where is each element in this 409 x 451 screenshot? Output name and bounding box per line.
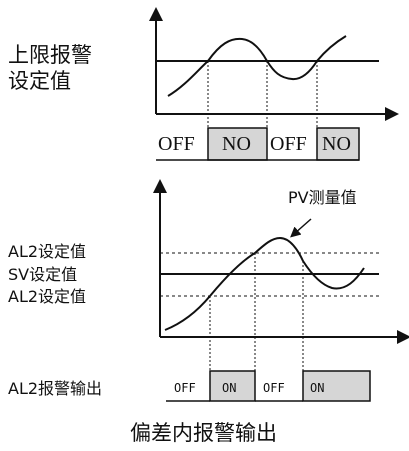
bottom-state-box-2 <box>209 370 256 402</box>
al2-lower-label: AL2设定值 <box>8 287 87 306</box>
top-state-1: OFF <box>158 133 195 155</box>
bottom-state-box-4 <box>302 370 371 402</box>
top-threshold-label-line1: 上限报警 <box>8 43 92 67</box>
al2-output-label: AL2报警输出 <box>8 379 103 398</box>
top-pv-curve <box>167 35 347 97</box>
top-state-2: NO <box>222 133 251 155</box>
top-state-box-2 <box>207 127 268 161</box>
top-state-bar <box>156 127 360 161</box>
al2-upper-label: AL2设定值 <box>8 242 87 261</box>
bottom-state-bar <box>166 370 371 402</box>
bottom-diagram <box>153 179 409 402</box>
bottom-state-3: OFF <box>263 381 285 395</box>
top-threshold-label-line2: 设定值 <box>8 69 71 93</box>
top-diagram <box>149 7 399 161</box>
bottom-state-1: OFF <box>174 381 196 395</box>
bottom-state-2: ON <box>222 381 237 395</box>
bottom-state-4: ON <box>310 381 325 395</box>
bottom-pv-curve <box>164 236 365 331</box>
top-guides <box>207 61 318 128</box>
top-state-3: OFF <box>270 133 307 155</box>
pv-curve-label: PV测量值 <box>288 188 357 207</box>
pv-pointer-arrow <box>290 218 312 238</box>
bottom-guides <box>209 253 304 371</box>
top-state-4: NO <box>322 133 351 155</box>
diagram-caption: 偏差内报警输出 <box>130 421 277 445</box>
sv-label: SV设定值 <box>8 265 78 284</box>
